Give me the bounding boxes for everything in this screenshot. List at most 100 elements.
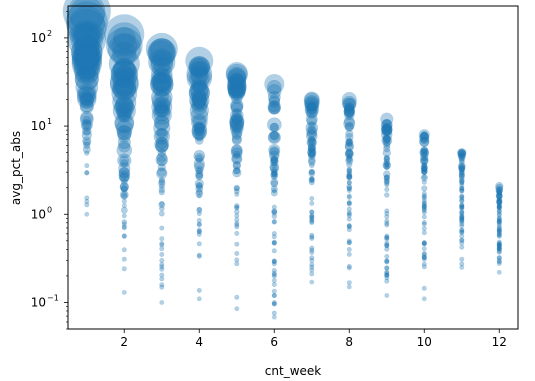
data-point	[496, 198, 503, 205]
data-point	[190, 65, 209, 84]
data-point	[84, 202, 90, 208]
data-point	[189, 100, 209, 120]
data-point	[116, 125, 132, 141]
data-point	[147, 38, 177, 68]
plot-points	[62, 0, 504, 320]
data-point	[230, 121, 244, 136]
data-point	[226, 77, 247, 97]
data-point	[346, 247, 352, 253]
data-point	[459, 219, 465, 225]
data-point	[384, 278, 390, 284]
data-point	[159, 272, 165, 278]
data-point	[191, 99, 208, 115]
data-point	[459, 194, 465, 200]
data-point	[459, 233, 465, 239]
data-point	[381, 123, 393, 136]
data-point	[112, 90, 137, 115]
data-point	[306, 126, 318, 138]
data-point	[80, 98, 94, 113]
data-point	[270, 168, 278, 176]
data-point	[79, 93, 95, 109]
data-point	[118, 162, 131, 175]
data-point	[346, 188, 352, 194]
data-point	[384, 243, 390, 249]
data-point	[458, 165, 466, 173]
data-point	[459, 214, 465, 220]
data-point	[193, 127, 206, 140]
data-point	[234, 209, 240, 215]
data-point	[382, 123, 392, 133]
data-point	[271, 261, 277, 267]
data-point	[186, 65, 213, 91]
data-point	[458, 150, 466, 158]
data-point	[150, 53, 174, 76]
data-point	[77, 64, 96, 83]
data-point	[458, 155, 465, 162]
data-point	[496, 217, 502, 223]
x-tick-label: 2	[120, 335, 128, 349]
data-point	[231, 133, 242, 144]
data-point	[382, 136, 391, 145]
data-point	[381, 128, 393, 141]
data-point	[155, 153, 169, 166]
data-point	[196, 217, 202, 223]
data-point	[419, 148, 429, 158]
data-point	[155, 139, 169, 153]
data-point	[229, 74, 244, 89]
data-point	[458, 163, 465, 170]
data-point	[271, 281, 277, 287]
data-point	[495, 183, 504, 192]
data-point	[420, 131, 429, 141]
data-point	[421, 148, 428, 155]
data-point	[384, 162, 390, 168]
data-point	[121, 233, 127, 239]
data-point	[459, 265, 465, 270]
data-point	[72, 42, 101, 71]
data-point	[343, 116, 355, 127]
data-point	[270, 173, 278, 181]
data-point	[196, 206, 202, 212]
data-point	[344, 101, 355, 113]
data-point	[421, 296, 427, 302]
data-point	[307, 147, 317, 158]
data-point	[270, 189, 278, 197]
data-point	[346, 210, 352, 216]
data-point	[345, 149, 354, 158]
data-point	[150, 73, 174, 97]
data-point	[271, 258, 277, 264]
data-point	[189, 79, 209, 99]
data-point	[383, 170, 391, 178]
y-tick-exponent: 2	[47, 29, 52, 38]
data-point	[77, 86, 97, 106]
data-point	[459, 167, 465, 173]
data-point	[421, 246, 427, 252]
data-point	[71, 36, 103, 68]
data-point	[157, 163, 166, 172]
data-point	[307, 144, 316, 153]
data-point	[268, 131, 281, 143]
data-point	[71, 23, 102, 54]
data-point	[346, 201, 352, 207]
data-point	[496, 244, 502, 250]
data-point	[271, 213, 277, 220]
data-point	[230, 99, 244, 113]
data-point	[458, 163, 466, 171]
data-point	[229, 113, 245, 130]
data-point	[65, 1, 108, 44]
data-point	[420, 155, 429, 164]
data-point	[159, 300, 165, 305]
data-point	[271, 288, 277, 294]
data-point	[193, 158, 205, 170]
data-point	[195, 182, 203, 190]
data-point	[384, 211, 390, 217]
data-point	[196, 296, 202, 302]
data-point	[384, 192, 390, 198]
data-point	[117, 129, 132, 143]
data-point	[458, 152, 466, 160]
data-point	[267, 102, 281, 115]
data-point	[420, 165, 428, 173]
data-point	[382, 148, 391, 158]
data-point	[113, 58, 136, 81]
data-point	[225, 63, 248, 86]
data-point	[271, 270, 277, 276]
